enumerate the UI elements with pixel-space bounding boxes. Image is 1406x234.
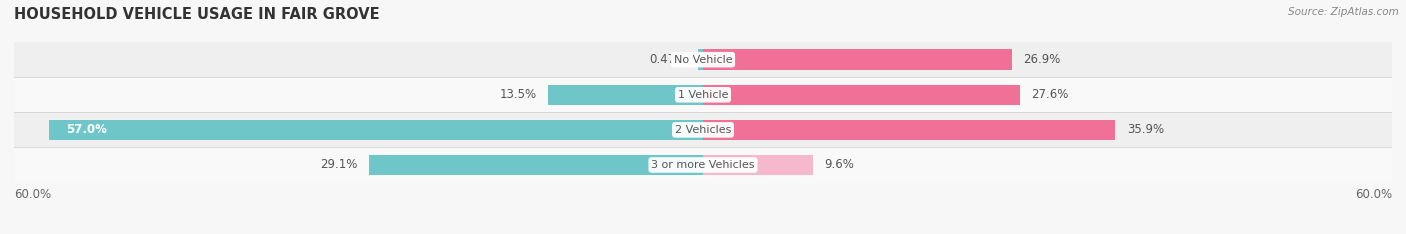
Text: 2 Vehicles: 2 Vehicles [675, 125, 731, 135]
Bar [703, 49, 1012, 70]
FancyBboxPatch shape [14, 77, 1392, 112]
Text: 60.0%: 60.0% [1355, 188, 1392, 201]
Text: 60.0%: 60.0% [14, 188, 51, 201]
Bar [697, 49, 703, 70]
FancyBboxPatch shape [14, 42, 1392, 77]
Text: 0.47%: 0.47% [650, 53, 686, 66]
Bar [48, 120, 703, 140]
FancyBboxPatch shape [14, 112, 1392, 147]
Bar [703, 84, 1019, 105]
Text: 9.6%: 9.6% [825, 158, 855, 172]
Text: 27.6%: 27.6% [1032, 88, 1069, 101]
Text: HOUSEHOLD VEHICLE USAGE IN FAIR GROVE: HOUSEHOLD VEHICLE USAGE IN FAIR GROVE [14, 7, 380, 22]
Text: 1 Vehicle: 1 Vehicle [678, 90, 728, 100]
FancyBboxPatch shape [14, 147, 1392, 183]
Bar [548, 84, 703, 105]
Text: No Vehicle: No Vehicle [673, 55, 733, 65]
Bar [368, 155, 703, 175]
Text: 35.9%: 35.9% [1126, 123, 1164, 136]
Text: Source: ZipAtlas.com: Source: ZipAtlas.com [1288, 7, 1399, 17]
Text: 57.0%: 57.0% [66, 123, 107, 136]
Text: 13.5%: 13.5% [499, 88, 537, 101]
Text: 3 or more Vehicles: 3 or more Vehicles [651, 160, 755, 170]
Text: 26.9%: 26.9% [1024, 53, 1060, 66]
Text: 29.1%: 29.1% [321, 158, 357, 172]
Bar [703, 120, 1115, 140]
Bar [703, 155, 813, 175]
